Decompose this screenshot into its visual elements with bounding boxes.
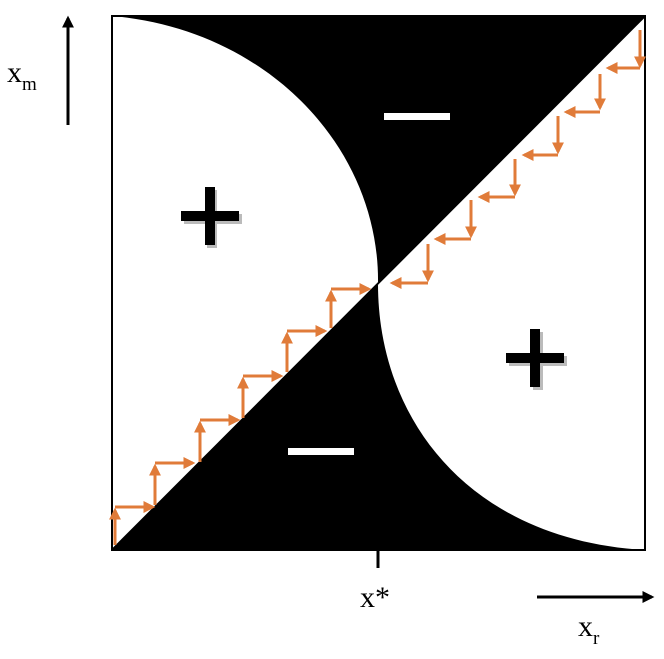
upper-minus-sign bbox=[384, 113, 450, 120]
lower-minus-sign bbox=[288, 448, 354, 455]
region-sign-upper-left: + bbox=[0, 0, 1, 1]
upper-staircase-arrows bbox=[389, 30, 646, 289]
y-axis-label: xm bbox=[7, 56, 37, 95]
upper-left-plus-sign bbox=[181, 187, 242, 248]
x-axis-label: xr bbox=[578, 610, 600, 649]
y-axis-label-sub: m bbox=[22, 74, 37, 95]
x-axis-label-main: x bbox=[578, 610, 593, 643]
x-star-label: x* bbox=[360, 581, 390, 614]
lower-negative-region bbox=[112, 284, 645, 550]
lower-staircase-arrows bbox=[109, 283, 372, 545]
x-axis-label-sub: r bbox=[593, 628, 600, 649]
lower-right-plus-sign bbox=[506, 329, 567, 390]
y-axis-label-main: x bbox=[7, 56, 22, 89]
upper-negative-region bbox=[112, 16, 645, 284]
